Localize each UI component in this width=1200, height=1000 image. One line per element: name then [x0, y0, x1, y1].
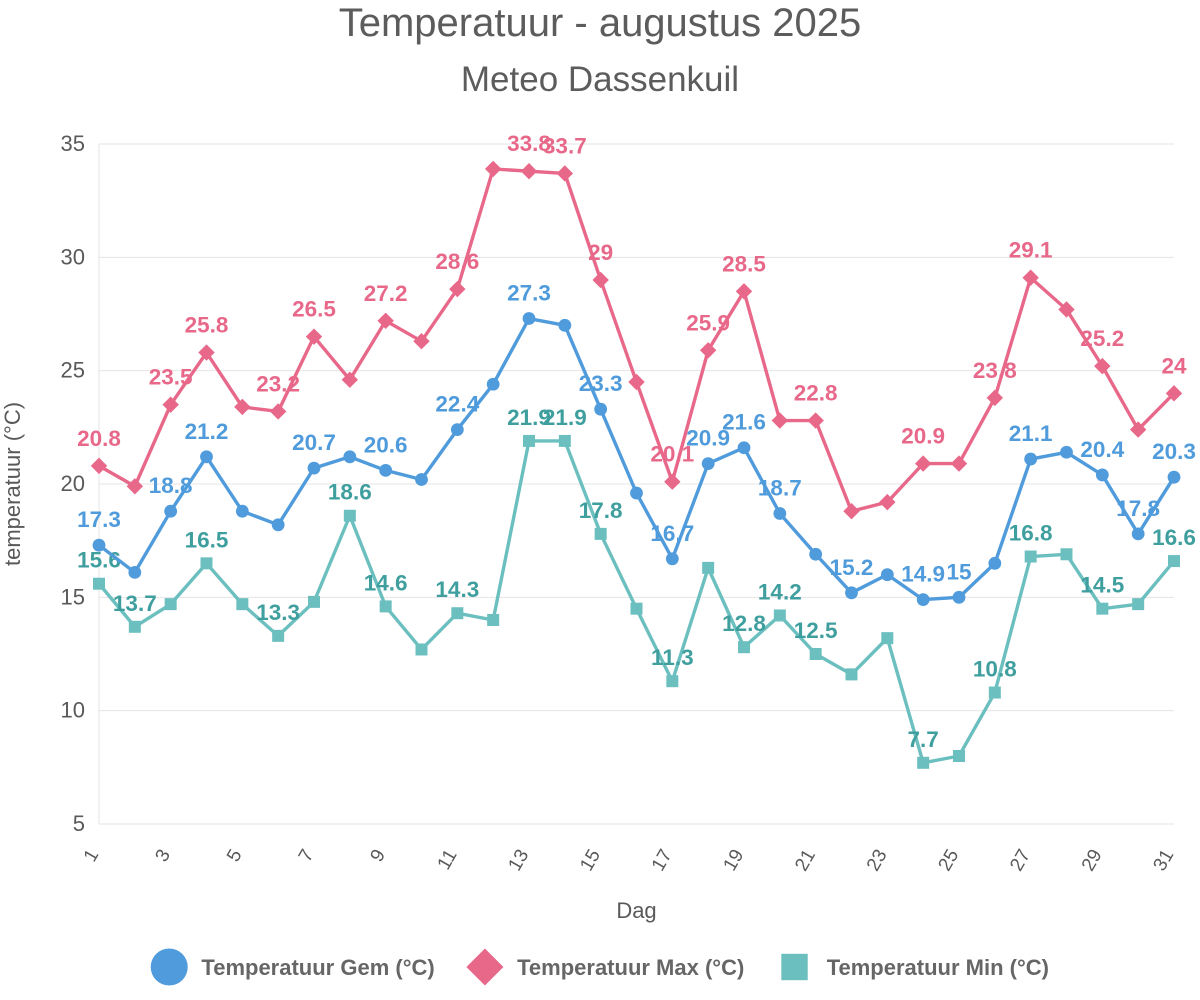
- svg-text:temperatuur (°C): temperatuur (°C): [0, 402, 25, 566]
- svg-text:14.3: 14.3: [435, 577, 479, 602]
- svg-text:Dag: Dag: [616, 898, 656, 923]
- svg-text:26.5: 26.5: [292, 297, 336, 322]
- svg-text:27.3: 27.3: [507, 281, 551, 306]
- svg-text:18.8: 18.8: [149, 473, 193, 498]
- svg-text:12.8: 12.8: [722, 611, 766, 636]
- svg-text:13: 13: [505, 846, 534, 875]
- svg-text:24: 24: [1161, 353, 1187, 378]
- svg-text:Temperatuur Min (°C): Temperatuur Min (°C): [827, 955, 1049, 980]
- svg-text:27.2: 27.2: [364, 281, 408, 306]
- svg-text:20.3: 20.3: [1152, 439, 1196, 464]
- svg-text:16.5: 16.5: [185, 527, 229, 552]
- svg-text:21: 21: [791, 846, 820, 875]
- svg-text:17.3: 17.3: [77, 507, 121, 532]
- svg-text:23: 23: [863, 846, 892, 875]
- svg-text:16.8: 16.8: [1009, 521, 1053, 546]
- svg-text:35: 35: [61, 131, 85, 156]
- svg-text:13.3: 13.3: [256, 600, 300, 625]
- svg-text:21.2: 21.2: [185, 419, 229, 444]
- svg-text:17.8: 17.8: [1116, 496, 1160, 521]
- svg-text:20.4: 20.4: [1080, 437, 1124, 462]
- svg-text:31: 31: [1150, 846, 1179, 875]
- svg-text:Temperatuur Max (°C): Temperatuur Max (°C): [517, 955, 744, 980]
- svg-text:7: 7: [295, 846, 318, 866]
- svg-text:13.7: 13.7: [113, 591, 157, 616]
- svg-text:5: 5: [223, 846, 246, 866]
- svg-text:23.2: 23.2: [256, 371, 300, 396]
- svg-text:28.5: 28.5: [722, 251, 766, 276]
- svg-text:25.8: 25.8: [185, 313, 229, 338]
- svg-text:15: 15: [61, 584, 85, 609]
- svg-text:10: 10: [61, 698, 85, 723]
- svg-text:23.8: 23.8: [973, 358, 1017, 383]
- svg-text:20.6: 20.6: [364, 432, 408, 457]
- svg-text:Temperatuur Gem (°C): Temperatuur Gem (°C): [201, 955, 434, 980]
- svg-text:21.6: 21.6: [722, 410, 766, 435]
- svg-text:15: 15: [946, 559, 971, 584]
- svg-text:25: 25: [935, 846, 964, 875]
- svg-text:14.5: 14.5: [1080, 573, 1124, 598]
- svg-text:14.9: 14.9: [901, 562, 945, 587]
- svg-text:28.6: 28.6: [435, 249, 479, 274]
- svg-text:14.6: 14.6: [364, 570, 408, 595]
- svg-text:21.9: 21.9: [543, 405, 587, 430]
- svg-text:25.9: 25.9: [686, 310, 730, 335]
- svg-text:12.5: 12.5: [794, 618, 838, 643]
- svg-text:29: 29: [588, 240, 613, 265]
- svg-text:16.6: 16.6: [1152, 525, 1196, 550]
- svg-text:25: 25: [61, 358, 85, 383]
- svg-text:20.9: 20.9: [901, 424, 945, 449]
- svg-text:21.1: 21.1: [1009, 421, 1053, 446]
- svg-text:5: 5: [73, 811, 85, 836]
- svg-text:30: 30: [61, 244, 85, 269]
- svg-text:15: 15: [576, 846, 605, 875]
- svg-text:14.2: 14.2: [758, 579, 802, 604]
- svg-text:22.8: 22.8: [794, 381, 838, 406]
- svg-text:15.2: 15.2: [830, 555, 874, 580]
- svg-text:11.3: 11.3: [651, 645, 694, 670]
- svg-text:22.4: 22.4: [435, 392, 479, 417]
- svg-text:20: 20: [61, 471, 85, 496]
- svg-text:33.7: 33.7: [543, 133, 587, 158]
- svg-text:29.1: 29.1: [1009, 238, 1053, 263]
- svg-text:18.6: 18.6: [328, 480, 372, 505]
- svg-text:10.8: 10.8: [973, 657, 1017, 682]
- svg-text:25.2: 25.2: [1080, 326, 1124, 351]
- svg-text:20.7: 20.7: [292, 430, 336, 455]
- svg-text:23.3: 23.3: [579, 371, 623, 396]
- svg-text:27: 27: [1006, 846, 1035, 875]
- svg-text:29: 29: [1078, 846, 1107, 875]
- svg-text:7.7: 7.7: [908, 727, 939, 752]
- svg-text:11: 11: [434, 846, 462, 874]
- svg-text:19: 19: [720, 846, 749, 875]
- svg-text:18.7: 18.7: [758, 475, 802, 500]
- svg-text:3: 3: [152, 846, 175, 866]
- svg-text:17: 17: [648, 846, 677, 875]
- svg-text:1: 1: [80, 846, 103, 866]
- svg-text:23.5: 23.5: [149, 365, 193, 390]
- svg-text:20.8: 20.8: [77, 426, 121, 451]
- svg-text:9: 9: [367, 846, 390, 866]
- svg-text:17.8: 17.8: [579, 498, 623, 523]
- svg-text:16.7: 16.7: [650, 521, 694, 546]
